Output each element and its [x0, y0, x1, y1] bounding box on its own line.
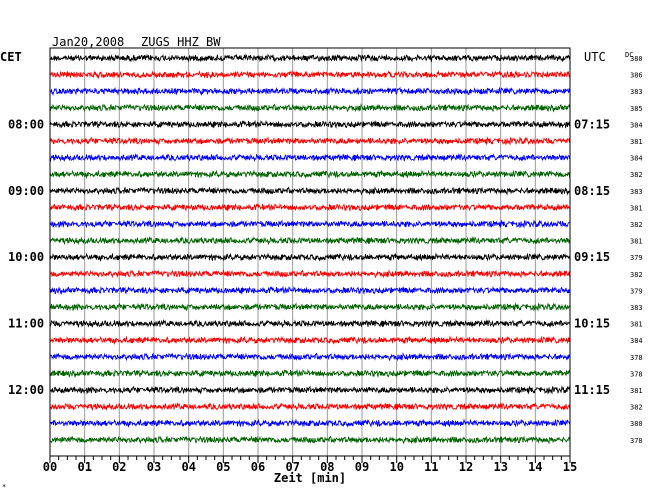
header-date: Jan20,2008	[52, 35, 124, 49]
dc-value: 382	[630, 171, 643, 179]
dc-value: 381	[630, 321, 643, 329]
seismic-traces	[49, 53, 571, 445]
seismic-trace	[49, 86, 571, 97]
dc-value: 383	[630, 188, 643, 196]
seismic-trace	[49, 385, 571, 395]
dc-values: 380 386 383 385 384 381 384 382 383 381 382 381 379 3…	[630, 55, 643, 445]
left-timezone-label: CET	[0, 50, 22, 64]
x-tick-label: 15	[563, 460, 577, 474]
seismic-trace	[49, 285, 571, 296]
x-tick-label: 06	[251, 460, 265, 474]
x-tick-label: 04	[181, 460, 195, 474]
hour-label-right: 09:15	[574, 250, 610, 264]
x-tick-label: 07	[285, 460, 299, 474]
corner-mark: *	[2, 483, 6, 491]
dc-value: 383	[630, 304, 643, 312]
x-tick-label: 12	[459, 460, 473, 474]
dc-value: 385	[630, 105, 643, 113]
seismic-trace	[49, 252, 571, 262]
seismic-trace	[49, 401, 571, 412]
hour-label-right: 11:15	[574, 383, 610, 397]
x-tick-label: 10	[389, 460, 403, 474]
seismic-trace	[49, 269, 571, 279]
seismic-trace	[49, 186, 571, 196]
x-tick-label: 05	[216, 460, 230, 474]
dc-label: DC	[625, 51, 633, 59]
dc-value: 381	[630, 387, 643, 395]
hour-label-left: 08:00	[8, 117, 44, 131]
dc-value: 378	[630, 370, 643, 378]
dc-value: 382	[630, 404, 643, 412]
seismic-trace	[49, 435, 571, 445]
dc-value: 382	[630, 221, 643, 229]
x-tick-label: 00	[43, 460, 57, 474]
dc-value: 382	[630, 271, 643, 279]
hour-label-right: 07:15	[574, 117, 610, 131]
hour-label-right: 08:15	[574, 184, 610, 198]
hour-labels-left: 08:00 09:00 10:00 11:00 12:00	[8, 117, 44, 397]
seismic-trace	[49, 335, 571, 345]
x-tick-label: 11	[424, 460, 438, 474]
hour-labels-right: 07:15 08:15 09:15 10:15 11:15	[574, 117, 610, 397]
seismic-trace	[49, 418, 571, 428]
dc-value: 378	[630, 437, 643, 445]
dc-value: 381	[630, 204, 643, 212]
dc-value: 380	[630, 420, 643, 428]
dc-value: 383	[630, 88, 643, 96]
dc-value: 379	[630, 287, 643, 295]
x-axis-label: Zeit [min]	[274, 471, 346, 485]
seismic-trace	[49, 368, 571, 379]
x-tick-label: 13	[493, 460, 507, 474]
header-station: ZUGS HHZ BW	[141, 35, 221, 49]
dc-value: 386	[630, 72, 643, 80]
x-tick-label: 08	[320, 460, 334, 474]
dc-value: 379	[630, 254, 643, 262]
hour-label-left: 12:00	[8, 383, 44, 397]
x-tick-label: 02	[112, 460, 126, 474]
seismic-trace	[49, 169, 571, 179]
dc-value: 381	[630, 238, 643, 246]
seismic-trace	[49, 302, 571, 312]
seismic-trace	[49, 235, 571, 246]
dc-value: 384	[630, 121, 643, 129]
seismic-trace	[49, 152, 571, 163]
hour-label-left: 09:00	[8, 184, 44, 198]
hour-label-right: 10:15	[574, 317, 610, 331]
hour-label-left: 11:00	[8, 317, 44, 331]
dc-value: 380	[630, 55, 643, 63]
dc-value: 384	[630, 337, 643, 345]
x-tick-label: 01	[77, 460, 91, 474]
seismic-trace	[49, 119, 571, 129]
seismic-trace	[49, 136, 571, 146]
seismic-trace	[49, 70, 571, 80]
seismic-trace	[49, 318, 571, 329]
x-axis-ticks: 00 01 02 03 04 05 06 07 08 09 10 11 12 13 14 15	[43, 456, 577, 474]
x-tick-label: 03	[147, 460, 161, 474]
x-tick-label: 14	[528, 460, 542, 474]
seismic-trace	[49, 219, 571, 229]
hour-label-left: 10:00	[8, 250, 44, 264]
right-timezone-label: UTC	[584, 50, 606, 64]
seismic-trace	[49, 53, 571, 63]
x-tick-label: 09	[355, 460, 369, 474]
dc-value: 384	[630, 155, 643, 163]
seismic-trace	[49, 103, 571, 113]
seismic-trace	[49, 202, 571, 212]
dc-value: 378	[630, 354, 643, 362]
seismic-trace	[49, 352, 571, 362]
dc-value: 381	[630, 138, 643, 146]
